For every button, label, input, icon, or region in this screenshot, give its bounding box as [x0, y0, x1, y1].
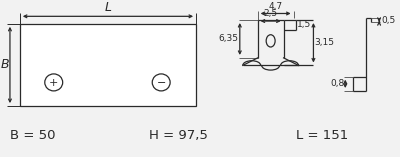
Text: B = 50: B = 50 [10, 129, 56, 142]
Circle shape [45, 74, 63, 91]
Text: B: B [1, 58, 9, 71]
Text: 4,7: 4,7 [268, 2, 283, 11]
Text: 2,5: 2,5 [264, 9, 278, 18]
Text: L = 151: L = 151 [296, 129, 348, 142]
Text: L: L [104, 1, 112, 14]
Text: 1,5: 1,5 [296, 20, 311, 29]
Text: 0,5: 0,5 [381, 16, 395, 25]
Text: H = 97,5: H = 97,5 [149, 129, 208, 142]
Ellipse shape [266, 35, 275, 47]
Text: −: − [156, 78, 166, 88]
FancyBboxPatch shape [20, 24, 196, 106]
Text: 6,35: 6,35 [219, 35, 239, 43]
Circle shape [152, 74, 170, 91]
Text: +: + [49, 78, 58, 88]
Text: 0,8: 0,8 [330, 79, 344, 88]
Text: 3,15: 3,15 [314, 38, 334, 47]
